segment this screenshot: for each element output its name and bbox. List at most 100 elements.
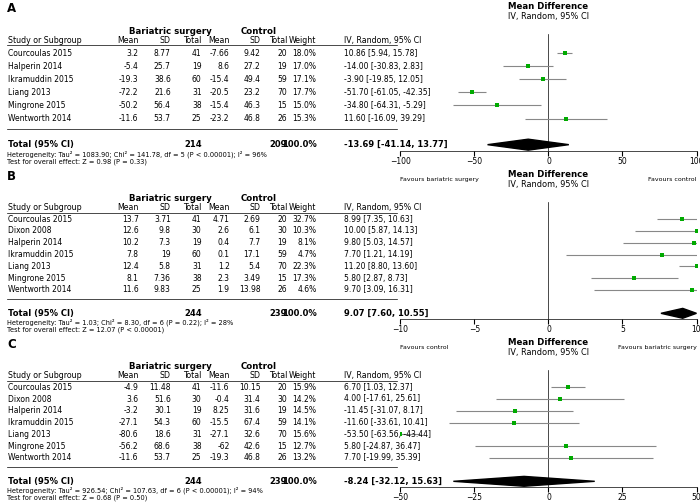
Text: Halperin 2014: Halperin 2014 bbox=[8, 62, 63, 71]
Text: Heterogeneity: Tau² = 926.54; Chi² = 107.63, df = 6 (P < 0.00001); I² = 94%: Heterogeneity: Tau² = 926.54; Chi² = 107… bbox=[7, 487, 263, 494]
Text: -3.90 [-19.85, 12.05]: -3.90 [-19.85, 12.05] bbox=[344, 75, 424, 84]
Text: Mingrone 2015: Mingrone 2015 bbox=[8, 442, 66, 451]
Text: Wentworth 2014: Wentworth 2014 bbox=[8, 114, 72, 123]
Text: Test for overall effect: Z = 12.07 (P < 0.00001): Test for overall effect: Z = 12.07 (P < … bbox=[7, 327, 164, 333]
Text: 8.77: 8.77 bbox=[154, 49, 171, 57]
Text: 1.9: 1.9 bbox=[218, 285, 230, 294]
Text: 38: 38 bbox=[192, 101, 202, 110]
Text: 11.20 [8.80, 13.60]: 11.20 [8.80, 13.60] bbox=[344, 262, 417, 271]
Text: Ikramuddin 2015: Ikramuddin 2015 bbox=[8, 418, 74, 427]
Text: Study or Subgroup: Study or Subgroup bbox=[8, 203, 82, 212]
Text: Liang 2013: Liang 2013 bbox=[8, 430, 51, 439]
Text: 5.8: 5.8 bbox=[159, 262, 171, 271]
Text: 17.3%: 17.3% bbox=[293, 274, 316, 283]
Text: 17.1%: 17.1% bbox=[293, 75, 316, 84]
Text: 26: 26 bbox=[277, 285, 287, 294]
Text: 3.71: 3.71 bbox=[154, 215, 171, 224]
Text: 7.70 [1.21, 14.19]: 7.70 [1.21, 14.19] bbox=[344, 250, 413, 259]
Text: 12.6: 12.6 bbox=[122, 226, 139, 235]
Text: 5.4: 5.4 bbox=[248, 262, 260, 271]
Text: -53.50 [-63.56, -43.44]: -53.50 [-63.56, -43.44] bbox=[344, 430, 431, 439]
Text: 11.60 [-16.09, 39.29]: 11.60 [-16.09, 39.29] bbox=[344, 114, 426, 123]
Text: 20: 20 bbox=[277, 215, 287, 224]
Text: Mingrone 2015: Mingrone 2015 bbox=[8, 101, 66, 110]
Text: 19: 19 bbox=[192, 406, 202, 415]
Text: 10.2: 10.2 bbox=[122, 238, 139, 247]
Text: SD: SD bbox=[249, 203, 260, 212]
Polygon shape bbox=[661, 308, 696, 318]
Text: 15: 15 bbox=[277, 442, 287, 451]
Text: 15.0%: 15.0% bbox=[293, 101, 316, 110]
Text: Total: Total bbox=[183, 371, 202, 380]
Text: 17.0%: 17.0% bbox=[293, 62, 316, 71]
Text: 2.6: 2.6 bbox=[218, 226, 230, 235]
Text: Weight: Weight bbox=[289, 203, 316, 212]
Text: 18.6: 18.6 bbox=[154, 430, 171, 439]
Text: 7.3: 7.3 bbox=[159, 238, 171, 247]
Text: 59: 59 bbox=[277, 250, 287, 259]
Text: Ikramuddin 2015: Ikramuddin 2015 bbox=[8, 75, 74, 84]
Text: Dixon 2008: Dixon 2008 bbox=[8, 395, 52, 404]
Text: 41: 41 bbox=[192, 49, 202, 57]
Text: 27.2: 27.2 bbox=[244, 62, 260, 71]
Text: IV, Random, 95% CI: IV, Random, 95% CI bbox=[344, 36, 422, 45]
Text: 4.6%: 4.6% bbox=[298, 285, 316, 294]
Text: SD: SD bbox=[249, 36, 260, 45]
Polygon shape bbox=[454, 476, 595, 486]
Text: 31: 31 bbox=[192, 262, 202, 271]
Text: Favours control: Favours control bbox=[648, 177, 696, 182]
Text: 42.6: 42.6 bbox=[244, 442, 260, 451]
Text: Heterogeneity: Tau² = 1.03; Chi² = 8.30, df = 6 (P = 0.22); I² = 28%: Heterogeneity: Tau² = 1.03; Chi² = 8.30,… bbox=[7, 319, 233, 326]
Text: 9.70 [3.09, 16.31]: 9.70 [3.09, 16.31] bbox=[344, 285, 413, 294]
Text: 13.2%: 13.2% bbox=[293, 453, 316, 462]
Text: 7.7: 7.7 bbox=[248, 238, 260, 247]
Text: 51.6: 51.6 bbox=[154, 395, 171, 404]
Text: -27.1: -27.1 bbox=[210, 430, 230, 439]
Text: 41: 41 bbox=[192, 215, 202, 224]
Text: 4.7%: 4.7% bbox=[298, 250, 316, 259]
Text: 18.0%: 18.0% bbox=[293, 49, 316, 57]
Text: 21.6: 21.6 bbox=[154, 88, 171, 97]
Text: 5.80 [2.87, 8.73]: 5.80 [2.87, 8.73] bbox=[344, 274, 408, 283]
Text: 60: 60 bbox=[192, 250, 202, 259]
Text: 8.25: 8.25 bbox=[213, 406, 230, 415]
Text: Heterogeneity: Tau² = 1083.90; Chi² = 141.78, df = 5 (P < 0.00001); I² = 96%: Heterogeneity: Tau² = 1083.90; Chi² = 14… bbox=[7, 151, 267, 158]
Text: 1.2: 1.2 bbox=[218, 262, 230, 271]
Text: Favours control: Favours control bbox=[400, 345, 449, 350]
Text: 9.83: 9.83 bbox=[154, 285, 171, 294]
Text: SD: SD bbox=[249, 371, 260, 380]
Text: 100.0%: 100.0% bbox=[281, 477, 316, 486]
Text: 30.1: 30.1 bbox=[154, 406, 171, 415]
Text: 15.9%: 15.9% bbox=[293, 383, 316, 392]
Text: -56.2: -56.2 bbox=[119, 442, 139, 451]
Text: 239: 239 bbox=[270, 309, 287, 318]
Text: 31.4: 31.4 bbox=[244, 395, 260, 404]
Text: 14.1%: 14.1% bbox=[293, 418, 316, 427]
Text: 3.6: 3.6 bbox=[127, 395, 139, 404]
Text: -11.45 [-31.07, 8.17]: -11.45 [-31.07, 8.17] bbox=[344, 406, 423, 415]
Text: 10.86 [5.94, 15.78]: 10.86 [5.94, 15.78] bbox=[344, 49, 418, 57]
Text: 17.1: 17.1 bbox=[244, 250, 260, 259]
Text: 30: 30 bbox=[277, 395, 287, 404]
Text: 9.80 [5.03, 14.57]: 9.80 [5.03, 14.57] bbox=[344, 238, 413, 247]
Text: -0.4: -0.4 bbox=[215, 395, 230, 404]
Text: IV, Random, 95% CI: IV, Random, 95% CI bbox=[508, 12, 589, 21]
Text: Control: Control bbox=[240, 27, 276, 36]
Text: Favours bariatric surgery: Favours bariatric surgery bbox=[400, 177, 480, 182]
Text: -13.69 [-41.14, 13.77]: -13.69 [-41.14, 13.77] bbox=[344, 140, 448, 149]
Text: 13.98: 13.98 bbox=[239, 285, 260, 294]
Text: 8.6: 8.6 bbox=[218, 62, 230, 71]
Text: 6.1: 6.1 bbox=[248, 226, 260, 235]
Text: 2.69: 2.69 bbox=[244, 215, 260, 224]
Text: 14.5%: 14.5% bbox=[293, 406, 316, 415]
Text: 67.4: 67.4 bbox=[244, 418, 260, 427]
Text: Study or Subgroup: Study or Subgroup bbox=[8, 371, 82, 380]
Text: Study or Subgroup: Study or Subgroup bbox=[8, 36, 82, 45]
Text: -19.3: -19.3 bbox=[119, 75, 139, 84]
Text: Bariatric surgery: Bariatric surgery bbox=[129, 27, 211, 36]
Text: -50.2: -50.2 bbox=[119, 101, 139, 110]
Text: Total: Total bbox=[269, 371, 287, 380]
Text: Weight: Weight bbox=[289, 36, 316, 45]
Text: Mean: Mean bbox=[208, 36, 230, 45]
Text: Mean Difference: Mean Difference bbox=[508, 2, 589, 11]
